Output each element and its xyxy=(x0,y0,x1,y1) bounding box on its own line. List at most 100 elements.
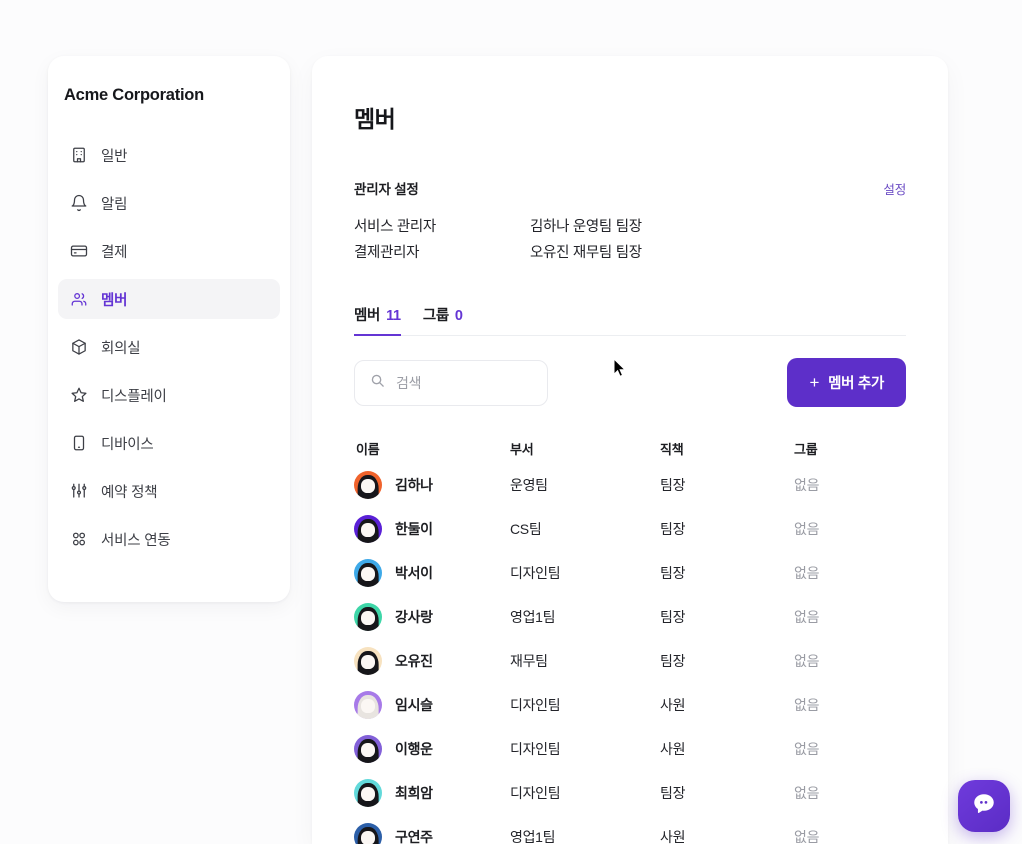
member-name: 오유진 xyxy=(395,653,433,669)
admin-settings-section: 관리자 설정 설정 서비스 관리자 김하나 운영팀 팀장 결제관리자 오유진 재무팀 … xyxy=(354,178,906,264)
member-dept: 디자인팀 xyxy=(510,565,561,581)
avatar xyxy=(354,515,382,543)
tab-count: 11 xyxy=(386,308,401,324)
sidebar-item-2[interactable]: 결제 xyxy=(58,231,280,271)
search-icon xyxy=(370,373,385,393)
member-role: 팀장 xyxy=(660,477,686,493)
cube-icon xyxy=(70,338,88,356)
member-role: 팀장 xyxy=(660,653,686,669)
credit-card-icon xyxy=(70,242,88,260)
toolbar: + 멤버 추가 xyxy=(354,358,906,407)
table-row[interactable]: 박서이 디자인팀 팀장 없음 xyxy=(354,551,906,595)
column-header-1: 부서 xyxy=(510,441,534,457)
building-icon xyxy=(70,146,88,164)
member-name: 임시슬 xyxy=(395,697,433,713)
add-member-label: 멤버 추가 xyxy=(828,376,884,392)
star-icon xyxy=(70,386,88,404)
sidebar-item-label: 회의실 xyxy=(101,340,141,357)
member-dept: 디자인팀 xyxy=(510,741,561,757)
member-name: 박서이 xyxy=(395,565,433,581)
page-title: 멤버 xyxy=(354,106,396,132)
member-group: 없음 xyxy=(794,477,820,493)
sidebar-item-label: 멤버 xyxy=(101,292,128,309)
member-dept: 디자인팀 xyxy=(510,785,561,801)
admin-row: 결제관리자 오유진 재무팀 팀장 xyxy=(354,238,906,264)
avatar xyxy=(354,647,382,675)
column-header-3: 그룹 xyxy=(794,441,818,457)
table-row[interactable]: 오유진 재무팀 팀장 없음 xyxy=(354,639,906,683)
member-role: 사원 xyxy=(660,697,686,713)
tab-1[interactable]: 그룹 0 xyxy=(423,304,463,336)
table-body: 김하나 운영팀 팀장 없음 한둘이 CS팀 팀장 없음 박서이 디자인팀 팀장 없음 강사랑 영업1팀 팀장… xyxy=(354,463,906,844)
sidebar-item-label: 서비스 연동 xyxy=(101,532,171,549)
avatar xyxy=(354,691,382,719)
table-header-row: 이름 부서 직책 그룹 xyxy=(354,433,906,463)
admin-settings-label: 관리자 설정 xyxy=(354,182,419,197)
member-dept: 영업1팀 xyxy=(510,829,556,844)
tab-label: 멤버 xyxy=(354,308,381,324)
search-box[interactable] xyxy=(354,359,548,406)
add-member-button[interactable]: + 멤버 추가 xyxy=(787,358,906,407)
table-row[interactable]: 임시슬 디자인팀 사원 없음 xyxy=(354,683,906,727)
member-name: 김하나 xyxy=(395,477,433,493)
chat-widget-button[interactable] xyxy=(958,780,1010,832)
sidebar-item-label: 디스플레이 xyxy=(101,388,167,405)
member-group: 없음 xyxy=(794,565,820,581)
tab-0[interactable]: 멤버 11 xyxy=(354,304,401,336)
sidebar-item-label: 디바이스 xyxy=(101,436,154,453)
admin-role: 결제관리자 xyxy=(354,244,420,261)
member-role: 사원 xyxy=(660,741,686,757)
sidebar-item-5[interactable]: 디스플레이 xyxy=(58,375,280,415)
sidebar-item-label: 일반 xyxy=(101,148,128,165)
avatar xyxy=(354,471,382,499)
table-row[interactable]: 구연주 영업1팀 사원 없음 xyxy=(354,815,906,844)
tab-bar: 멤버 11 그룹 0 xyxy=(354,304,906,336)
avatar xyxy=(354,779,382,807)
table-row[interactable]: 김하나 운영팀 팀장 없음 xyxy=(354,463,906,507)
member-dept: 영업1팀 xyxy=(510,609,556,625)
users-icon xyxy=(70,290,88,308)
member-role: 팀장 xyxy=(660,565,686,581)
sidebar-item-0[interactable]: 일반 xyxy=(58,135,280,175)
admin-settings-header: 관리자 설정 설정 xyxy=(354,178,906,198)
member-dept: CS팀 xyxy=(510,521,542,537)
table-row[interactable]: 강사랑 영업1팀 팀장 없음 xyxy=(354,595,906,639)
sidebar-item-1[interactable]: 알림 xyxy=(58,183,280,223)
sidebar-item-3[interactable]: 멤버 xyxy=(58,279,280,319)
avatar xyxy=(354,823,382,844)
member-group: 없음 xyxy=(794,609,820,625)
puzzle-icon xyxy=(70,530,88,548)
member-name: 이행운 xyxy=(395,741,433,757)
sidebar-item-7[interactable]: 예약 정책 xyxy=(58,471,280,511)
sidebar-item-label: 예약 정책 xyxy=(101,484,158,501)
member-group: 없음 xyxy=(794,697,820,713)
avatar xyxy=(354,559,382,587)
member-name: 구연주 xyxy=(395,829,433,844)
sidebar-item-6[interactable]: 디바이스 xyxy=(58,423,280,463)
main-panel: 멤버 관리자 설정 설정 서비스 관리자 김하나 운영팀 팀장 결제관리자 오유진 재… xyxy=(312,56,948,844)
member-table: 이름 부서 직책 그룹 김하나 운영팀 팀장 없음 한둘이 CS팀 팀장 없음 박서이 디자인팀 팀장 없음… xyxy=(354,433,906,844)
search-input[interactable] xyxy=(396,374,532,391)
member-role: 팀장 xyxy=(660,785,686,801)
admin-rows: 서비스 관리자 김하나 운영팀 팀장 결제관리자 오유진 재무팀 팀장 xyxy=(354,212,906,264)
member-group: 없음 xyxy=(794,829,820,844)
member-role: 팀장 xyxy=(660,609,686,625)
column-header-0: 이름 xyxy=(356,441,380,457)
sidebar-item-8[interactable]: 서비스 연동 xyxy=(58,519,280,559)
member-name: 강사랑 xyxy=(395,609,433,625)
sidebar-item-4[interactable]: 회의실 xyxy=(58,327,280,367)
member-name: 최희암 xyxy=(395,785,433,801)
member-dept: 디자인팀 xyxy=(510,697,561,713)
table-row[interactable]: 이행운 디자인팀 사원 없음 xyxy=(354,727,906,771)
table-row[interactable]: 한둘이 CS팀 팀장 없음 xyxy=(354,507,906,551)
member-role: 팀장 xyxy=(660,521,686,537)
tab-count: 0 xyxy=(454,308,463,324)
sidebar: Acme Corporation 일반 알림 결제 멤버 회의실 디스플레이 디바이스 예약 … xyxy=(48,56,290,602)
admin-settings-link[interactable]: 설정 xyxy=(883,183,906,197)
member-name: 한둘이 xyxy=(395,521,433,537)
member-group: 없음 xyxy=(794,741,820,757)
tab-label: 그룹 xyxy=(422,308,449,324)
member-dept: 운영팀 xyxy=(510,477,548,493)
table-row[interactable]: 최희암 디자인팀 팀장 없음 xyxy=(354,771,906,815)
